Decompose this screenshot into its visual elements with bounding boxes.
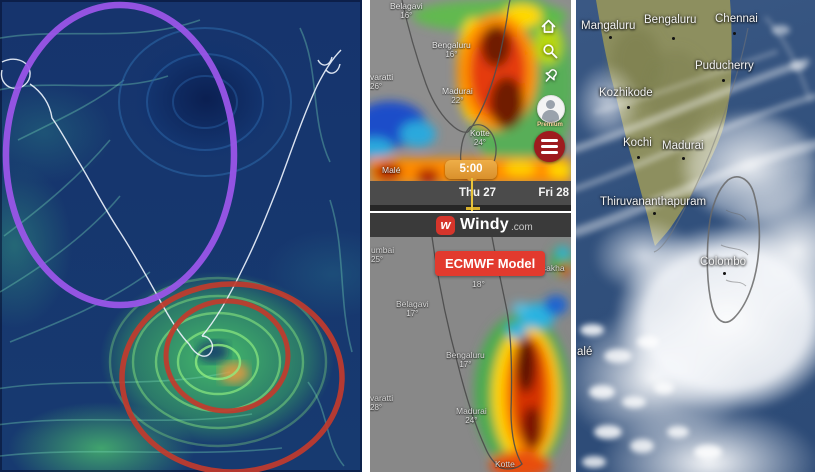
avatar-head bbox=[546, 100, 555, 109]
windy-brand-suffix: .com bbox=[511, 222, 533, 233]
premium-badge: Premium bbox=[537, 122, 563, 128]
menu-button[interactable] bbox=[534, 131, 565, 162]
city-label: Malé bbox=[382, 165, 401, 175]
city-label: varatti 28° bbox=[370, 393, 394, 413]
wind-streamlines-graphic bbox=[0, 1, 353, 472]
timeline-ticks[interactable] bbox=[370, 205, 571, 211]
sri-lanka-outline bbox=[706, 176, 761, 323]
city-dot bbox=[722, 79, 725, 82]
windy-logo-icon: w bbox=[436, 215, 455, 235]
cloud-streaks bbox=[576, 16, 815, 468]
city-label: Bengaluru bbox=[644, 14, 697, 26]
windy-logo-strip: w Windy .com bbox=[370, 213, 571, 237]
city-label: Kochi bbox=[623, 137, 652, 149]
city-label: Thiruvananthapuram bbox=[600, 196, 707, 208]
home-icon[interactable] bbox=[540, 18, 557, 35]
ecmwf-model-map-panel: w Windy .com ECMWF Model umbai 25° isakh… bbox=[370, 213, 571, 472]
windy-brand: Windy bbox=[460, 216, 509, 233]
city-label: Kotte bbox=[495, 459, 515, 469]
city-label: isakha bbox=[540, 263, 565, 273]
city-label: Bengaluru 16° bbox=[432, 40, 471, 60]
tick-current bbox=[466, 206, 480, 210]
ecmwf-model-badge: ECMWF Model bbox=[435, 251, 546, 276]
city-label: Colombo bbox=[700, 256, 747, 268]
city-label: alé bbox=[577, 346, 593, 358]
city-label: Kotte 24° bbox=[470, 128, 490, 148]
rain-heatmap bbox=[370, 0, 571, 181]
purple-alert-circle bbox=[2, 1, 238, 309]
inner-red-circle bbox=[163, 298, 291, 414]
time-bubble[interactable]: 5:00 bbox=[445, 160, 497, 181]
city-label: Chennai bbox=[715, 13, 758, 25]
city-label: Belagavi 16° bbox=[390, 1, 423, 21]
search-icon[interactable] bbox=[542, 43, 558, 59]
windy-rain-map-panel: Belagavi 16° Bengaluru 16° varatti 26° M… bbox=[370, 0, 571, 181]
city-label: Puducherry bbox=[695, 60, 754, 72]
city-label: Kozhikode bbox=[599, 87, 653, 99]
user-avatar-button[interactable] bbox=[537, 95, 565, 123]
city-dot bbox=[609, 36, 612, 39]
pin-icon[interactable] bbox=[542, 67, 559, 85]
coastline bbox=[429, 213, 523, 470]
city-label: varatti 26° bbox=[370, 72, 394, 92]
avatar-body bbox=[542, 110, 559, 122]
city-label: Bengaluru 17° bbox=[446, 350, 485, 370]
satellite-image-panel: Mangaluru Bengaluru Chennai Puducherry K… bbox=[576, 0, 815, 472]
city-label: 18° bbox=[472, 279, 485, 289]
city-label: Madurai 22° bbox=[442, 86, 473, 106]
city-label: Madurai bbox=[662, 140, 704, 152]
city-label: Madurai 24° bbox=[456, 406, 487, 426]
timeline-day[interactable]: Thu 27 bbox=[458, 187, 497, 199]
city-label: umbai 25° bbox=[371, 245, 395, 265]
outer-red-circle bbox=[119, 281, 345, 472]
city-label: Mangaluru bbox=[581, 20, 636, 32]
city-dot bbox=[672, 37, 675, 40]
city-dot bbox=[733, 32, 736, 35]
rain-heatmap bbox=[429, 213, 571, 472]
city-dot bbox=[627, 106, 630, 109]
current-time-marker bbox=[471, 178, 473, 211]
city-dot bbox=[653, 212, 656, 215]
timeline-bar[interactable]: Thu 27 Fri 28 bbox=[370, 181, 571, 205]
city-dot bbox=[637, 156, 640, 159]
timeline-day[interactable]: Fri 28 bbox=[538, 187, 569, 199]
city-dot bbox=[682, 157, 685, 160]
wind-flow-map-panel bbox=[0, 0, 362, 472]
city-label: Belagavi 17° bbox=[396, 299, 429, 319]
city-dot bbox=[723, 272, 726, 275]
